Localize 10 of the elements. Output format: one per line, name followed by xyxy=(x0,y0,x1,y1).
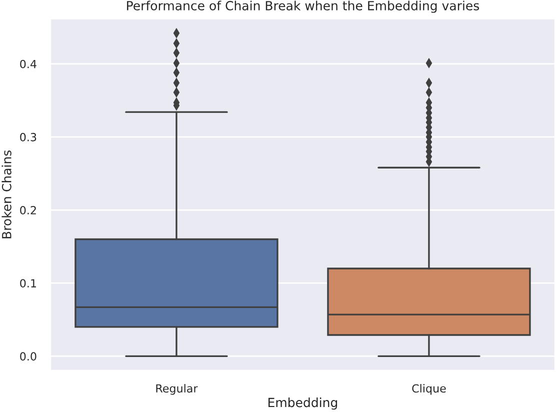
y-tick-label: 0.2 xyxy=(20,206,36,214)
y-tick-label: 0.3 xyxy=(20,132,36,142)
x-tick-label: Regular xyxy=(156,384,198,395)
x-tick-label: Clique xyxy=(412,384,446,395)
y-axis-title: Broken Chains xyxy=(2,150,12,238)
x-axis-title: Embedding xyxy=(268,398,338,410)
y-tick-label: 0.0 xyxy=(20,352,36,361)
chart-title: Performance of Chain Break when the Embedding varies xyxy=(127,0,480,13)
y-tick-label: 0.4 xyxy=(20,60,36,68)
y-tick-label: 0.1 xyxy=(20,279,36,288)
